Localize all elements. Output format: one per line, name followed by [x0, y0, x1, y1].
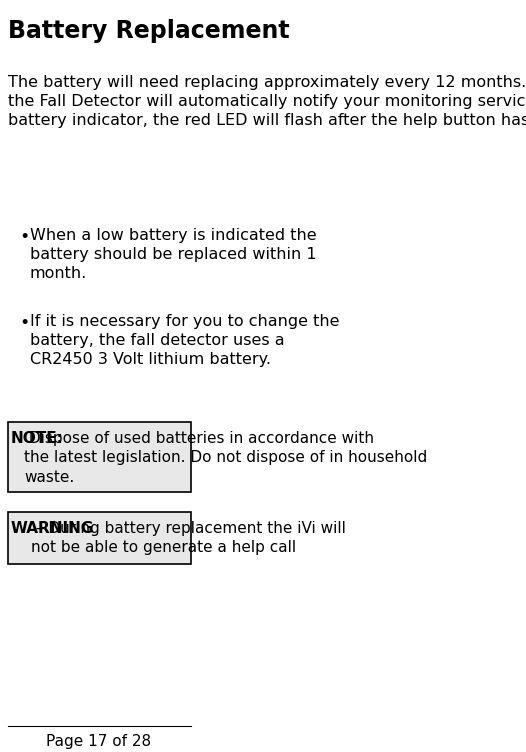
Text: Battery Replacement: Battery Replacement — [8, 19, 289, 43]
Text: Page 17 of 28: Page 17 of 28 — [46, 734, 151, 749]
Text: NOTE:: NOTE: — [11, 431, 64, 446]
Text: The battery will need replacing approximately every 12 months. When the battery : The battery will need replacing approxim… — [8, 74, 526, 128]
Text: •: • — [19, 314, 30, 332]
FancyBboxPatch shape — [8, 512, 191, 564]
Text: •: • — [19, 228, 30, 246]
Text: When a low battery is indicated the
battery should be replaced within 1
month.: When a low battery is indicated the batt… — [29, 228, 316, 281]
Text: – During battery replacement the iVi will
not be able to generate a help call: – During battery replacement the iVi wil… — [31, 521, 346, 555]
Text: WARNING: WARNING — [11, 521, 94, 536]
Text: Dispose of used batteries in accordance with
the latest legislation. Do not disp: Dispose of used batteries in accordance … — [24, 431, 428, 484]
FancyBboxPatch shape — [8, 423, 191, 492]
Text: If it is necessary for you to change the
battery, the fall detector uses a
CR245: If it is necessary for you to change the… — [29, 314, 339, 367]
